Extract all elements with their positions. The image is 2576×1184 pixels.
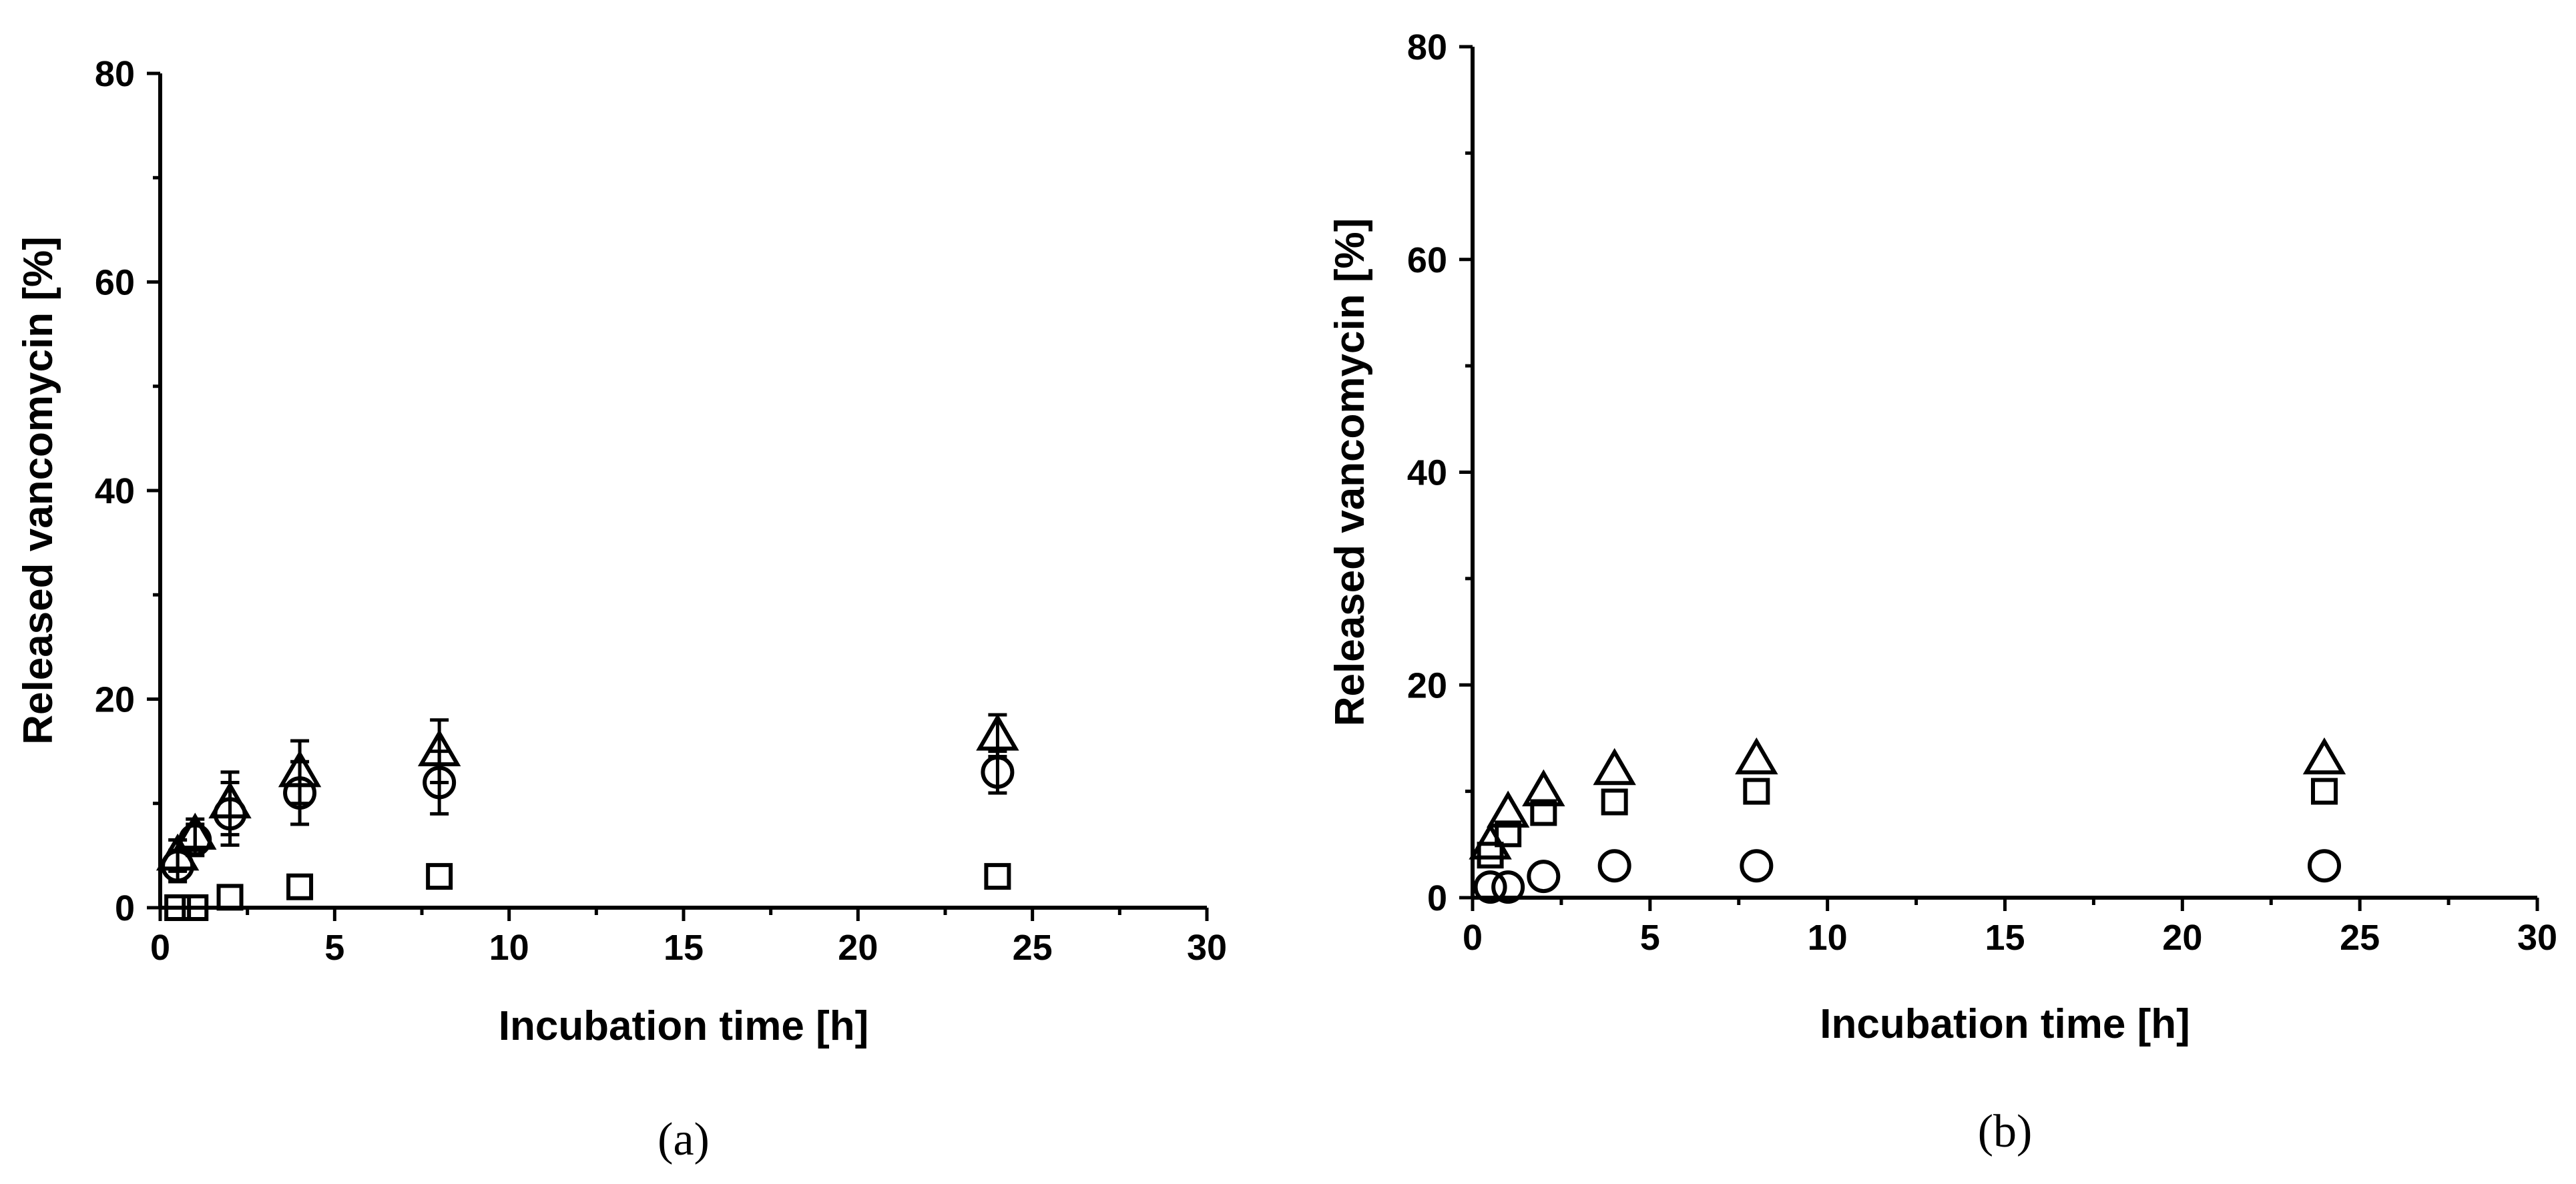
triangle-marker [1593,748,1636,786]
square-marker [1601,788,1628,816]
y-tick-label: 20 [1407,665,1447,705]
circle-marker [2308,849,2341,883]
circle-marker [1473,870,1507,904]
triangle-marker [1486,790,1530,828]
square-marker [984,863,1011,890]
x-tick-label: 30 [2517,918,2557,958]
x-tick-label: 5 [1640,918,1660,958]
square-marker [216,884,244,911]
y-tick-label: 20 [95,680,135,720]
y-tick-label: 0 [115,888,135,928]
square-marker [1495,820,1522,848]
x-tick-label: 30 [1187,928,1227,968]
circle-marker [1527,860,1561,894]
square-marker [1477,842,1504,869]
circle-marker [178,823,212,857]
x-tick-label: 0 [150,928,170,968]
x-tick-label: 25 [1013,928,1053,968]
circle-marker [161,849,195,883]
x-tick-label: 0 [1463,918,1483,958]
circle-marker [283,776,317,810]
chart-panel-a: 0 5 10 15 20 25 30 0 20 40 60 80 Incubation time [h]… [15,54,1227,1165]
square-marker [426,863,453,890]
x-axis-title: Incubation time [h] [499,1003,869,1049]
y-tick-label: 80 [1407,27,1447,67]
x-tick-label: 20 [838,928,878,968]
panel-label: (b) [1978,1106,2033,1157]
y-axis-title: Released vancomycin [%] [1327,218,1373,727]
circle-marker [1597,849,1631,883]
x-tick-label: 10 [1808,918,1848,958]
x-tick-label: 15 [1985,918,2025,958]
x-tick-label: 25 [2340,918,2380,958]
x-axis-title: Incubation time [h] [1820,1001,2190,1047]
x-tick-label: 10 [489,928,529,968]
circle-marker [213,797,247,831]
triangle-marker [1522,769,1565,807]
circle-marker [981,755,1015,789]
x-tick-label: 5 [324,928,344,968]
circle-marker [1491,870,1525,904]
square-marker [182,894,209,921]
square-marker [2311,778,2338,805]
y-axis-title: Released vancomycin [%] [15,236,61,745]
x-tick-label: 15 [664,928,704,968]
chart-panel-b: 0 5 10 15 20 25 30 0 20 40 60 80 Incubation time [h]… [1327,27,2557,1157]
y-tick-label: 0 [1427,878,1447,918]
x-tick-label: 20 [2162,918,2202,958]
y-tick-label: 40 [1407,453,1447,493]
square-marker [164,894,192,921]
square-marker [1530,799,1557,826]
circle-marker [423,766,457,800]
y-tick-label: 60 [1407,240,1447,280]
square-marker [286,873,314,900]
y-tick-label: 60 [95,263,135,303]
triangle-marker [2302,737,2346,775]
triangle-marker [976,713,1019,751]
triangle-marker [1735,737,1778,775]
y-tick-label: 40 [95,471,135,511]
circle-marker [1740,849,1774,883]
y-tick-label: 80 [95,54,135,94]
panel-label: (a) [658,1114,710,1165]
square-marker [1743,778,1770,805]
